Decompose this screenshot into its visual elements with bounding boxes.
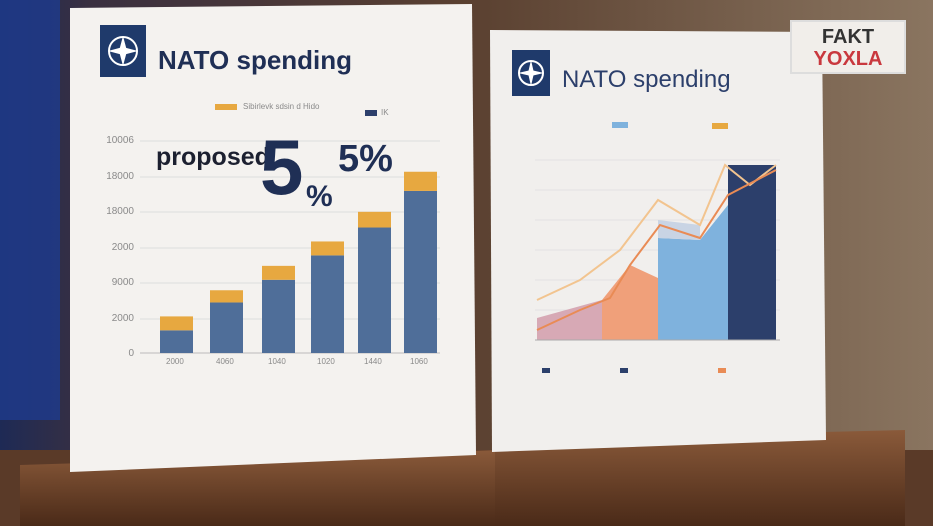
x-tick-label: 4060	[216, 357, 234, 366]
right-base	[495, 430, 905, 526]
y-tick-label: 10006	[106, 135, 134, 146]
x-tick-label: 1060	[410, 357, 428, 366]
legend-swatch	[712, 123, 728, 129]
x-tick-label: 2000	[166, 357, 184, 366]
y-tick-label: 2000	[111, 241, 134, 253]
legend-label: Sibirlevk sdsin d Hido	[243, 102, 320, 111]
bar-orange	[311, 241, 344, 256]
bar-orange	[160, 316, 193, 331]
headline-big-unit: %	[306, 180, 333, 213]
right-title: NATO spending	[562, 66, 731, 93]
bar-blue	[160, 330, 193, 353]
headline-big-number: 5	[260, 123, 304, 211]
bar-orange	[404, 171, 437, 191]
bar-blue	[262, 279, 295, 353]
headline-proposed: proposed	[156, 143, 270, 171]
eu-flag	[0, 0, 60, 420]
bar-blue	[358, 227, 391, 353]
bar-orange	[210, 290, 243, 303]
y-tick-label: 2000	[111, 312, 134, 324]
area-segment	[658, 205, 728, 340]
bar-orange	[262, 265, 295, 280]
area-segment	[728, 165, 776, 340]
bar-blue	[311, 255, 344, 353]
x-tick-label: 1020	[317, 357, 335, 366]
nato-logo-icon	[512, 50, 550, 96]
series-line	[536, 163, 777, 301]
bar-orange	[358, 211, 391, 228]
bar-blue	[210, 302, 243, 353]
legend-swatch	[215, 104, 237, 110]
y-tick-label: 18000	[106, 206, 134, 217]
x-tick-label: 1440	[364, 357, 382, 366]
area-segment	[602, 265, 658, 340]
nato-logo-icon	[100, 25, 146, 77]
bar-chart	[160, 171, 437, 353]
headline-second: 5%	[338, 138, 393, 180]
series-line	[536, 169, 777, 331]
faktyoxla-watermark: FAKT YOXLA	[790, 20, 906, 74]
left-board	[70, 4, 476, 472]
y-tick-label: 0	[128, 348, 134, 359]
left-title: NATO spending	[158, 45, 353, 75]
y-tick-label: 18000	[106, 170, 134, 182]
legend-label: IK	[381, 108, 389, 117]
bar-blue	[404, 190, 437, 353]
legend-swatch	[365, 110, 377, 116]
x-tick-label: 1040	[268, 357, 286, 366]
legend-swatch	[612, 122, 628, 128]
area-segment	[537, 300, 602, 340]
y-tick-label: 9000	[111, 277, 134, 288]
area-chart	[535, 122, 780, 373]
